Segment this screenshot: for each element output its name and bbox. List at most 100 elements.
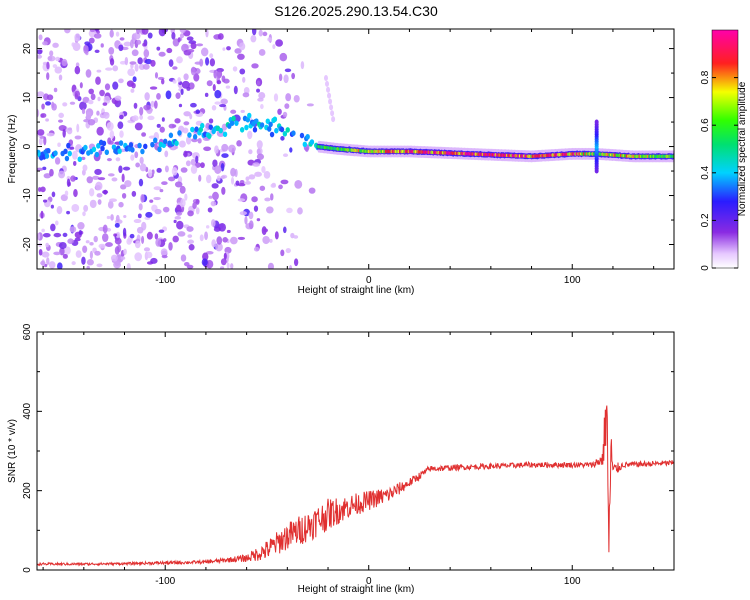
spectrogram-noise-mark <box>253 205 259 212</box>
spectrogram-noise-mark <box>46 257 50 265</box>
spectrogram-noise-mark <box>54 220 59 226</box>
spectrogram-ridge-mark <box>128 142 134 148</box>
spectrogram-noise-mark <box>124 56 129 66</box>
spectrogram-noise-mark <box>118 201 124 208</box>
spectrogram-noise-mark <box>88 37 95 44</box>
spectrogram-noise-mark <box>82 245 88 253</box>
snr-plot-area <box>37 332 674 570</box>
spectrogram-noise-mark <box>183 261 190 267</box>
spectrogram-noise-mark <box>237 236 246 241</box>
spectrogram-noise-mark <box>105 67 113 71</box>
spectrogram-noise-mark <box>83 44 89 54</box>
spectrogram-noise-mark <box>214 101 221 105</box>
spectrogram-noise-mark <box>245 176 250 182</box>
spectrogram-noise-mark <box>247 130 253 140</box>
spectrogram-noise-mark <box>113 260 121 269</box>
spectrogram-noise-mark <box>210 200 217 207</box>
spectrogram-noise-mark <box>111 177 118 182</box>
spectrogram-noise-mark <box>77 221 85 230</box>
spectrogram-noise-mark <box>263 228 269 233</box>
spectrogram-noise-mark <box>239 68 246 75</box>
spectrogram-noise-mark <box>248 211 254 220</box>
snr-y-axis-title: SNR (10 * v/v) <box>7 419 18 483</box>
spectrogram-ridge-mark <box>153 137 158 144</box>
spectrogram-noise-mark <box>190 42 197 50</box>
spectrogram-noise-mark <box>58 74 63 81</box>
spectrogram-noise-mark <box>127 68 136 77</box>
spectrogram-noise-mark <box>221 153 229 158</box>
spectrogram-noise-mark <box>82 164 88 172</box>
spectrogram-noise-mark <box>151 169 155 175</box>
spectrogram-frame <box>36 28 675 270</box>
spectrogram-noise-mark <box>278 184 283 190</box>
spectrogram-noise-mark <box>123 215 127 219</box>
spectrogram-noise-mark <box>109 198 117 203</box>
snr-x-tick-label: 0 <box>366 576 372 587</box>
colorbar-frame <box>711 29 739 269</box>
spectrogram-ridge-mark <box>222 131 228 138</box>
spectrogram-noise-mark <box>114 237 122 245</box>
spectrogram-noise-mark <box>237 198 246 202</box>
spectrogram-noise-mark <box>144 58 153 65</box>
spectrogram-noise-mark <box>64 29 71 34</box>
spectrogram-noise-mark <box>81 108 86 115</box>
spectrogram-noise-mark <box>225 85 231 89</box>
spectrogram-noise-mark <box>149 86 158 90</box>
spectrogram-noise-mark <box>123 248 127 255</box>
spectrogram-noise-mark <box>293 258 299 267</box>
spectrogram-noise-mark <box>54 157 61 165</box>
spectrogram-noise-mark <box>37 91 45 98</box>
spectrogram-noise-mark <box>161 181 168 186</box>
spectrogram-ridge-mark <box>305 133 310 140</box>
spectrogram-ridge-mark <box>291 130 296 136</box>
spectrogram-noise-mark <box>212 159 218 168</box>
spectrogram-noise-mark <box>62 232 68 238</box>
spectrogram-ridge-mark <box>282 131 288 137</box>
spectrogram-noise-mark <box>221 186 226 195</box>
spectrogram-noise-mark <box>69 146 75 150</box>
spectrogram-noise-mark <box>201 258 208 267</box>
snr-series-line <box>37 405 674 567</box>
spectrogram-noise-mark <box>150 59 156 67</box>
spectrogram-noise-mark <box>178 140 186 148</box>
spectrogram-ridge-mark <box>100 145 105 152</box>
spectrogram-noise-mark <box>79 101 87 111</box>
spectrogram-noise-mark <box>48 261 56 269</box>
spectrogram-noise-mark <box>154 208 162 215</box>
spectrogram-noise-mark <box>155 238 162 247</box>
spectrogram-noise-mark <box>138 203 143 211</box>
spectrogram-noise-mark <box>87 99 94 105</box>
spectrogram-ridge-mark <box>46 147 51 154</box>
spectrogram-noise-mark <box>137 213 142 219</box>
spectrogram-noise-mark <box>254 171 262 177</box>
spectrogram-ridge-mark <box>234 120 239 126</box>
colorbar-tick-label: 0.4 <box>700 165 711 179</box>
spectrogram-noise-mark <box>137 57 143 65</box>
spectrogram-noise-mark <box>136 226 144 234</box>
spectrogram-noise-mark <box>118 78 124 84</box>
spectrogram-noise-mark <box>204 92 209 98</box>
spectrogram-noise-mark <box>51 191 56 198</box>
spectrogram-noise-mark <box>132 115 139 122</box>
spectrogram-noise-mark <box>182 127 189 134</box>
spectrogram-ridge-mark <box>77 156 82 163</box>
spectrogram-noise-mark <box>248 220 254 230</box>
spectrogram-noise-mark <box>176 204 182 212</box>
spectrogram-noise-mark <box>49 50 54 57</box>
spectrogram-noise-mark <box>37 232 41 240</box>
spectrogram-noise-mark <box>220 266 225 269</box>
spectrogram-noise-mark <box>96 126 104 136</box>
spectrogram-noise-mark <box>183 73 189 81</box>
spectrogram-noise-mark <box>140 194 145 203</box>
spectrogram-noise-mark <box>153 100 158 109</box>
spectrogram-noise-mark <box>131 49 139 57</box>
spectrogram-noise-mark <box>130 88 135 93</box>
spectrogram-noise-mark <box>148 135 156 139</box>
spectrogram-ridge-mark <box>269 131 275 138</box>
spectrogram-noise-mark <box>156 46 161 51</box>
spectrogram-noise-mark <box>90 93 96 101</box>
spectrogram-noise-mark <box>187 234 193 238</box>
spectrogram-noise-mark <box>217 33 224 40</box>
spectrogram-noise-mark <box>235 180 240 186</box>
spectrogram-noise-mark <box>49 168 54 177</box>
